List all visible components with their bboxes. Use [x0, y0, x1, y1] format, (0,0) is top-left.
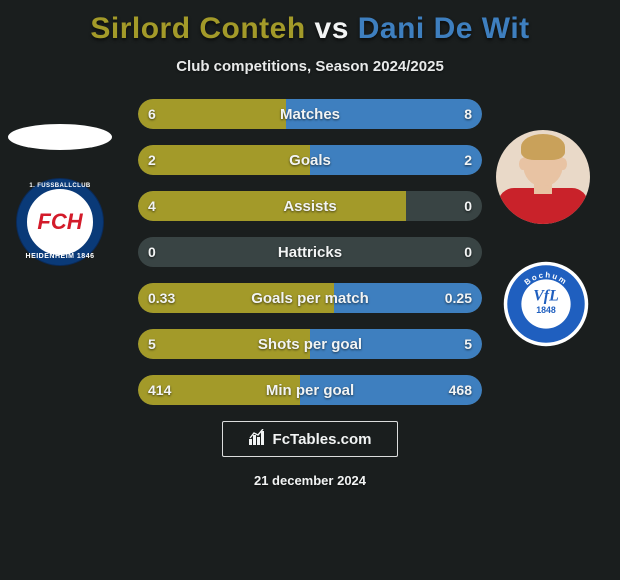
- stat-label: Matches: [138, 99, 482, 129]
- footer-site: FcTables.com: [273, 431, 372, 448]
- page-title: Sirlord Conteh vs Dani De Wit: [0, 12, 620, 46]
- club-a-abbr: FCH: [37, 209, 82, 235]
- stat-label: Goals: [138, 145, 482, 175]
- stat-label: Goals per match: [138, 283, 482, 313]
- stats-list: 68Matches 22Goals 40Assists 00Hattricks 0.33…: [0, 99, 620, 405]
- stat-label: Assists: [138, 191, 482, 221]
- stat-row: 00Hattricks: [138, 237, 482, 267]
- date-text: 21 december 2024: [0, 473, 620, 488]
- bars-icon: [249, 429, 267, 449]
- player-b-name: Dani De Wit: [358, 12, 530, 45]
- stat-row: 22Goals: [138, 145, 482, 175]
- subtitle: Club competitions, Season 2024/2025: [0, 58, 620, 75]
- footer-badge[interactable]: FcTables.com: [222, 421, 398, 457]
- stat-label: Min per goal: [138, 375, 482, 405]
- stat-row: 55Shots per goal: [138, 329, 482, 359]
- stat-row: 68Matches: [138, 99, 482, 129]
- stat-label: Shots per goal: [138, 329, 482, 359]
- vs-text: vs: [306, 12, 358, 45]
- stat-row: 40Assists: [138, 191, 482, 221]
- stat-row: 0.330.25Goals per match: [138, 283, 482, 313]
- stat-row: 414468Min per goal: [138, 375, 482, 405]
- player-a-name: Sirlord Conteh: [90, 12, 305, 45]
- comparison-card: Sirlord Conteh vs Dani De Wit Club compe…: [0, 0, 620, 580]
- stat-label: Hattricks: [138, 237, 482, 267]
